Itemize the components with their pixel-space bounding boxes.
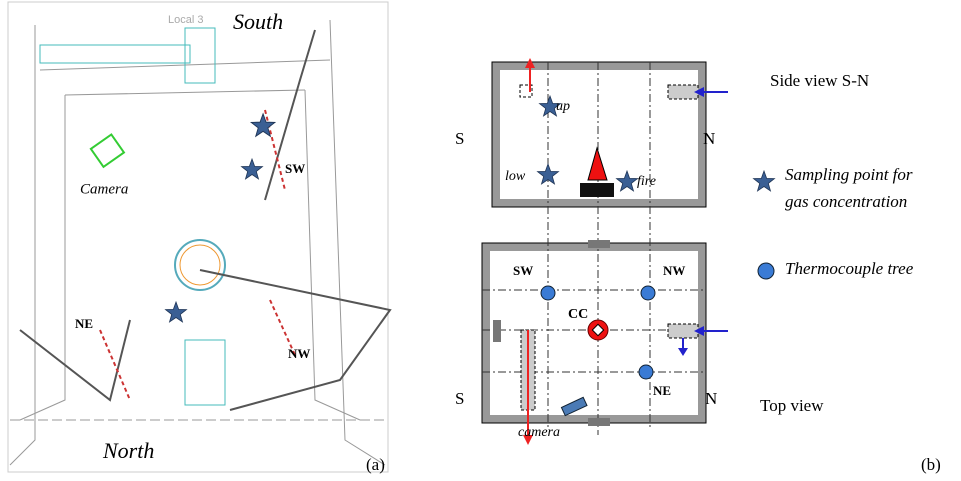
legend-thermocouple: Thermocouple tree (785, 259, 914, 278)
n-label: N (705, 389, 717, 408)
north-label: North (102, 438, 154, 463)
sw-label: SW (285, 161, 305, 176)
nw-label: NW (663, 263, 685, 278)
thermocouple (641, 286, 655, 300)
side-view-title: Side view S-N (770, 71, 869, 90)
figure: Local 3 South Camera SW NE NW North (a) (0, 0, 961, 481)
caption-b: (b) (921, 455, 941, 474)
legend-star (754, 171, 775, 191)
camera-label: camera (518, 425, 560, 440)
panel-a: Local 3 South Camera SW NE NW North (a) (8, 2, 390, 474)
top-view-title: Top view (760, 396, 824, 415)
ne-label: NE (75, 316, 93, 331)
camera-label: Camera (80, 181, 128, 197)
ne-label: NE (653, 383, 671, 398)
panel-b: up low fire S N Side view S-N SW NW CC N… (455, 58, 941, 474)
cc-label: CC (568, 307, 588, 322)
thermocouple (541, 286, 555, 300)
nw-label: NW (288, 346, 310, 361)
s-label: S (455, 129, 464, 148)
sw-label: SW (513, 263, 533, 278)
vent (588, 240, 610, 248)
n-label: N (703, 129, 715, 148)
legend-sampling: Sampling point for (785, 165, 913, 184)
local-label: Local 3 (168, 14, 203, 26)
s-label: S (455, 389, 464, 408)
legend-sampling: gas concentration (785, 192, 907, 211)
up-label: up (556, 99, 570, 114)
fire-label: fire (637, 174, 656, 189)
south-label: South (233, 9, 283, 34)
vent (493, 320, 501, 342)
inlet (668, 85, 698, 99)
low-label: low (505, 169, 526, 184)
vent (588, 418, 610, 426)
burner (580, 183, 614, 197)
legend-circle (758, 263, 774, 279)
thermocouple (639, 365, 653, 379)
caption-a: (a) (366, 455, 385, 474)
inlet (668, 324, 698, 338)
